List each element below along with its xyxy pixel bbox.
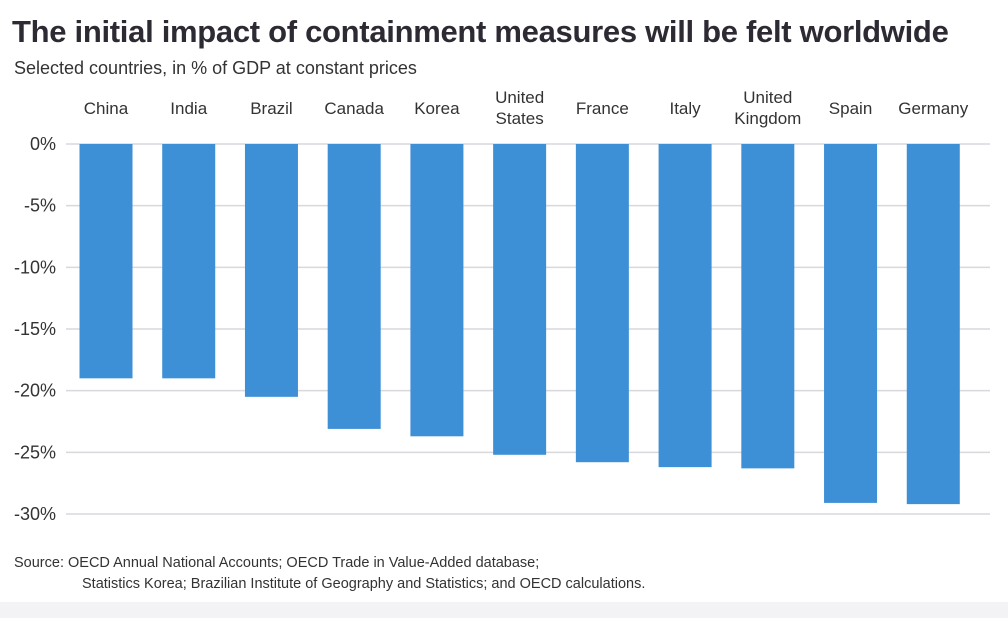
bar — [327, 144, 381, 429]
bar — [658, 144, 712, 468]
y-tick-label: 0% — [30, 134, 56, 154]
bar — [824, 144, 878, 503]
source-line-2: Statistics Korea; Brazilian Institute of… — [82, 576, 646, 592]
y-tick-label: -25% — [14, 442, 56, 462]
bar — [575, 144, 629, 463]
y-tick-label: -10% — [14, 257, 56, 277]
y-tick-label: -5% — [24, 196, 56, 216]
x-category-label: India — [170, 99, 207, 118]
bar — [79, 144, 133, 379]
bar — [906, 144, 960, 505]
x-category-label: Brazil — [250, 99, 293, 118]
bar-chart: 0% -5% -10% -15% -20% -25% -30% China India Brazi… — [14, 88, 990, 524]
x-category-label: United — [743, 88, 792, 107]
chart-subtitle: Selected countries, in % of GDP at const… — [14, 58, 417, 78]
y-tick-label: -20% — [14, 381, 56, 401]
y-tick-label: -15% — [14, 319, 56, 339]
x-category-label: China — [84, 99, 129, 118]
x-category-label: States — [496, 109, 544, 128]
x-category-label: France — [576, 99, 629, 118]
bar — [493, 144, 547, 455]
x-category-label: Korea — [414, 99, 460, 118]
x-category-label: Italy — [669, 99, 701, 118]
bar — [162, 144, 216, 379]
source-line-1: Source: OECD Annual National Accounts; O… — [14, 555, 540, 571]
x-category-label: Canada — [324, 99, 384, 118]
chart-title: The initial impact of containment measur… — [12, 14, 949, 49]
x-category-label: United — [495, 88, 544, 107]
x-category-label: Spain — [829, 99, 872, 118]
bar — [410, 144, 464, 437]
bar — [244, 144, 298, 397]
y-tick-label: -30% — [14, 504, 56, 524]
bar — [741, 144, 795, 469]
source-note: Source: OECD Annual National Accounts; O… — [14, 553, 645, 595]
x-category-label: Kingdom — [734, 109, 801, 128]
x-category-label: Germany — [898, 99, 968, 118]
footer-band — [0, 602, 1008, 618]
